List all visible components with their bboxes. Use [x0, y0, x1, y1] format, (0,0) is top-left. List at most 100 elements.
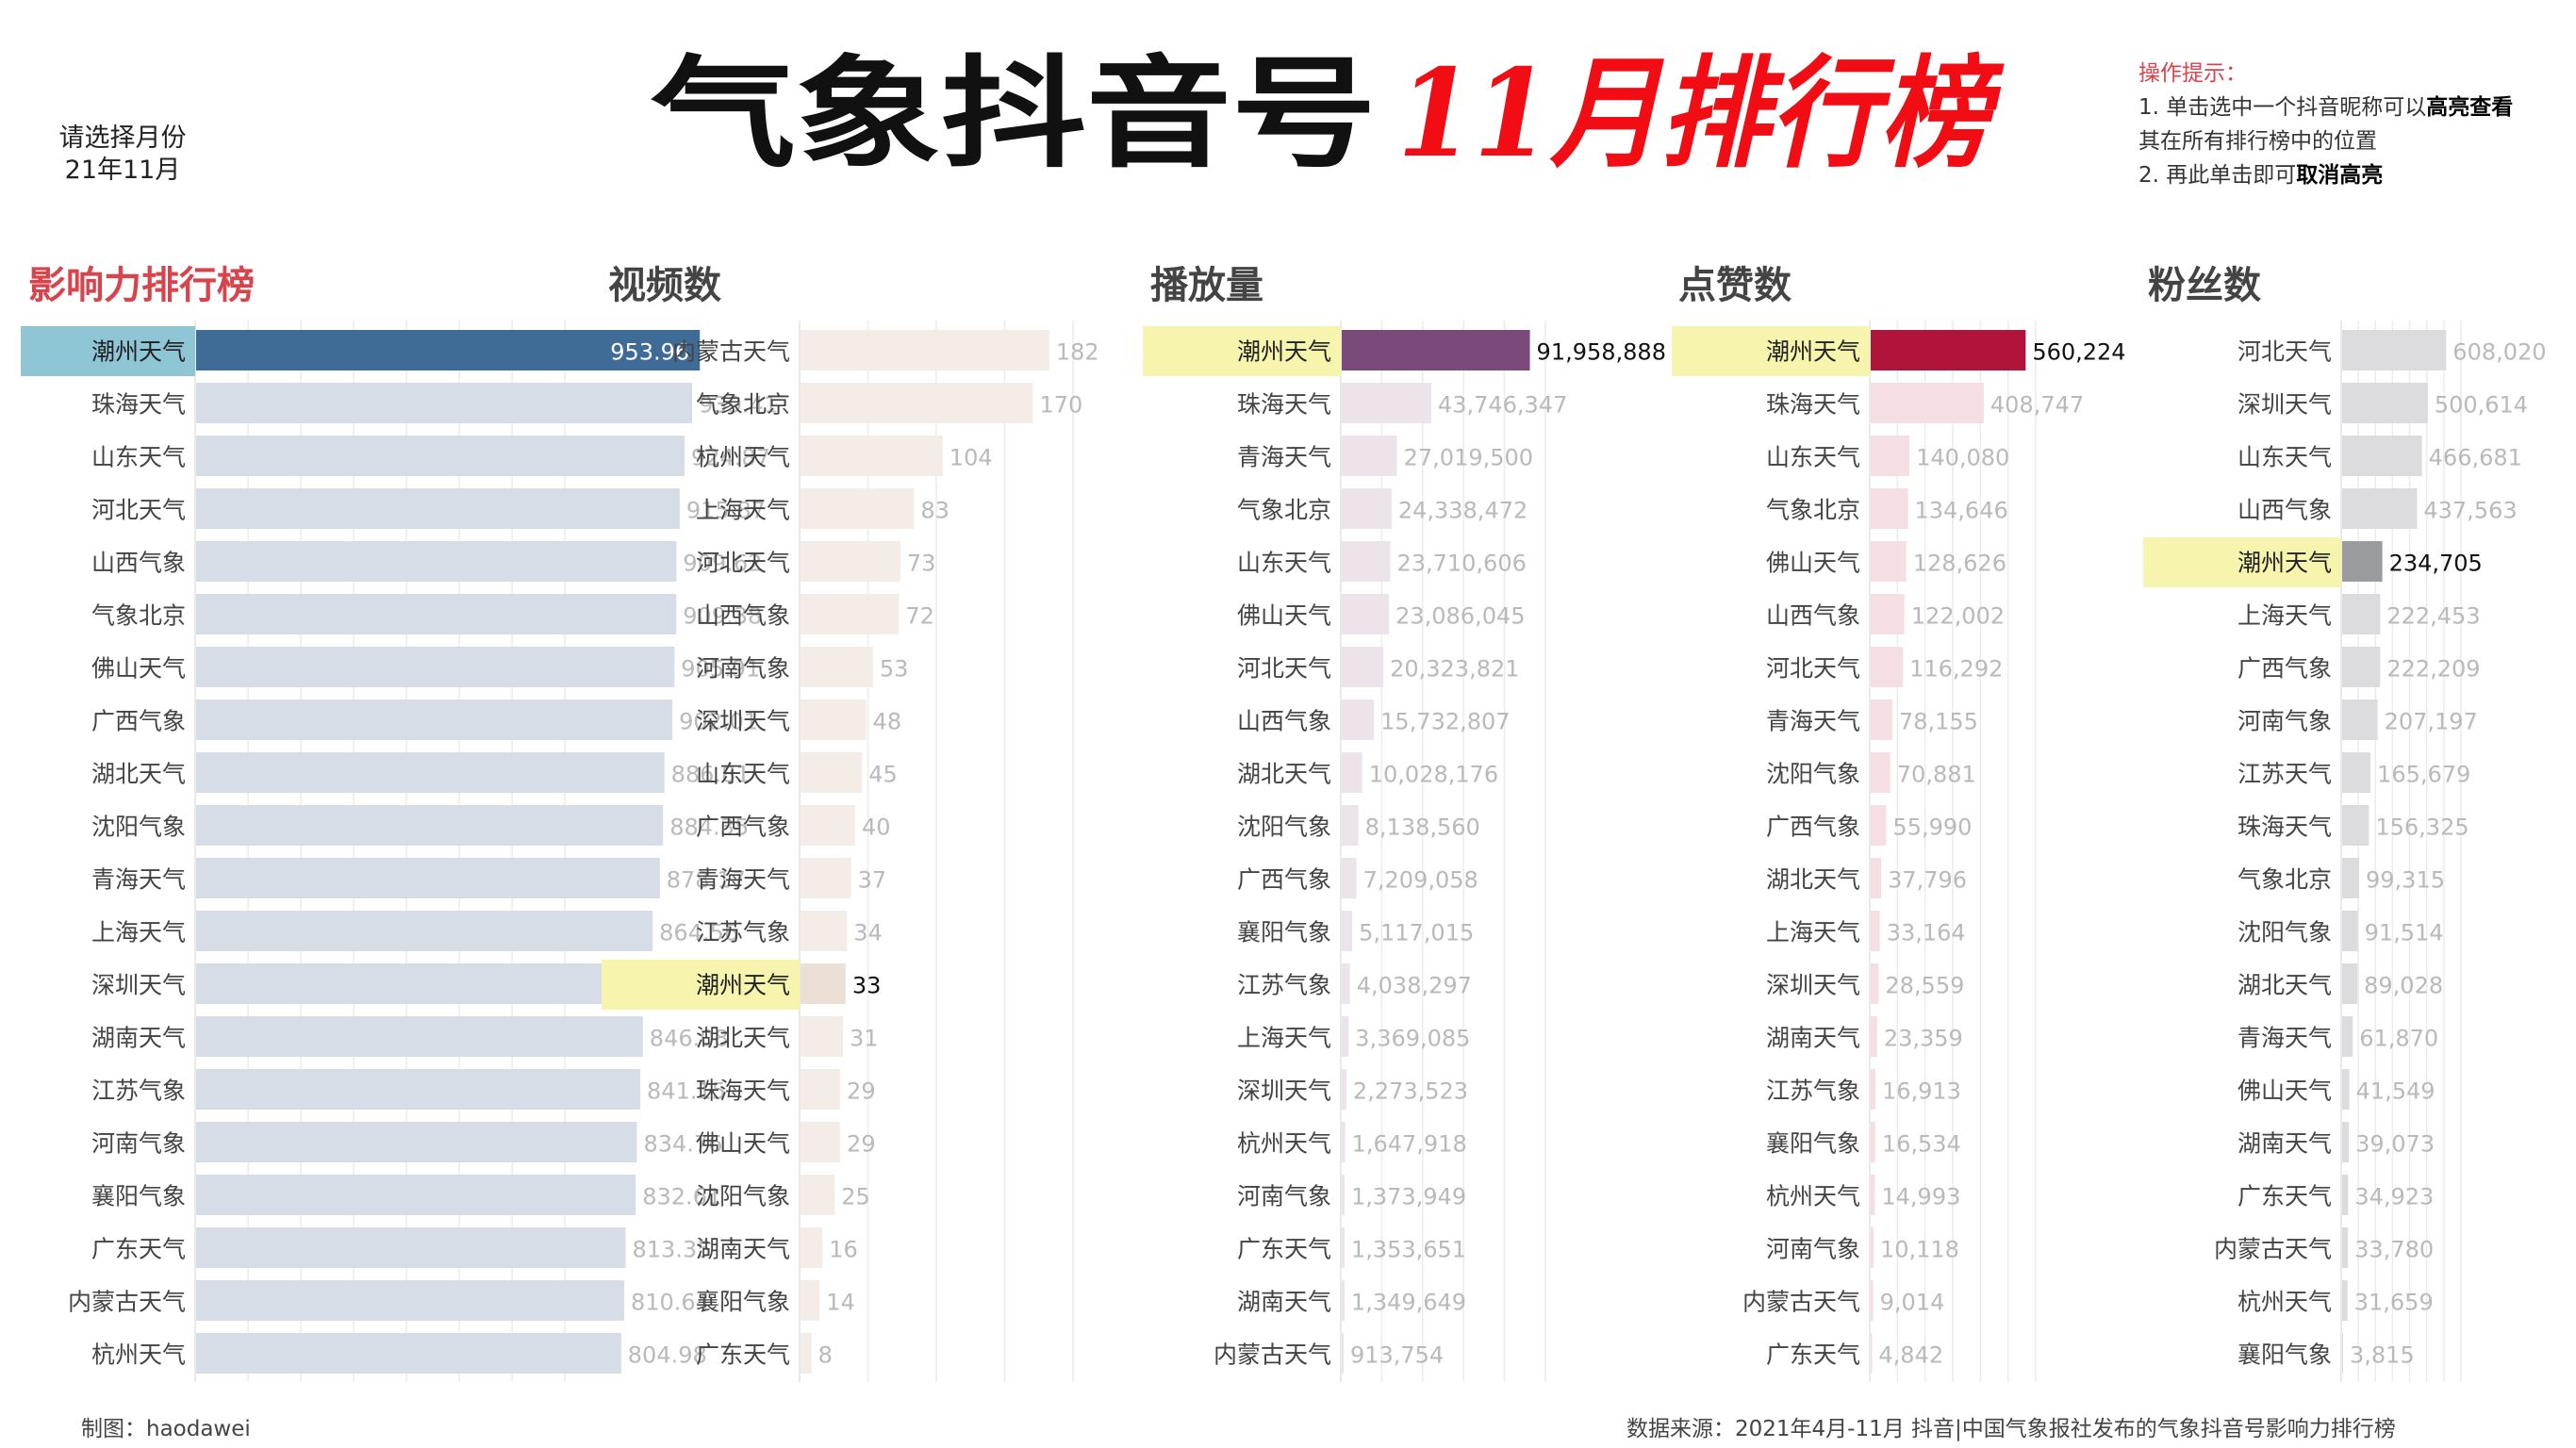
category-label[interactable]: 杭州天气	[91, 1341, 186, 1369]
category-label[interactable]: 上海天气	[2237, 602, 2332, 630]
bar[interactable]	[801, 594, 900, 634]
bar[interactable]	[2342, 488, 2418, 529]
bar[interactable]	[1342, 1175, 1345, 1215]
category-label[interactable]: 上海天气	[1766, 919, 1860, 946]
bar[interactable]	[196, 699, 673, 740]
category-label[interactable]: 湖南天气	[1237, 1289, 1331, 1316]
category-label[interactable]: 上海天气	[696, 497, 790, 524]
bar[interactable]	[1871, 1122, 1875, 1162]
category-label[interactable]: 沈阳气象	[1766, 761, 1860, 788]
category-label[interactable]: 江苏气象	[91, 1078, 186, 1105]
category-label[interactable]: 广西气象	[696, 814, 790, 841]
bar[interactable]	[1342, 594, 1390, 634]
bar[interactable]	[196, 1333, 621, 1374]
category-label[interactable]: 广东天气	[91, 1236, 186, 1263]
bar[interactable]	[2342, 594, 2381, 634]
bar[interactable]	[801, 699, 867, 740]
bar[interactable]	[196, 594, 677, 634]
category-label[interactable]: 深圳天气	[91, 972, 186, 999]
bar[interactable]	[2342, 752, 2371, 793]
category-label[interactable]: 襄阳气象	[91, 1183, 186, 1210]
bar[interactable]	[196, 488, 680, 529]
bar[interactable]	[801, 330, 1049, 370]
category-label[interactable]: 潮州天气	[2237, 550, 2332, 577]
bar[interactable]	[196, 330, 701, 370]
category-label[interactable]: 内蒙古天气	[68, 1289, 186, 1316]
category-label[interactable]: 杭州天气	[1237, 1130, 1331, 1158]
category-label[interactable]: 深圳天气	[2237, 391, 2332, 419]
category-label[interactable]: 广西气象	[2237, 655, 2332, 683]
category-label[interactable]: 江苏气象	[696, 919, 790, 946]
category-label[interactable]: 深圳天气	[1237, 1078, 1331, 1105]
category-label[interactable]: 襄阳气象	[696, 1289, 790, 1316]
bar[interactable]	[801, 488, 915, 529]
bar[interactable]	[801, 1122, 841, 1162]
bar[interactable]	[1871, 1175, 1875, 1215]
bar[interactable]	[1871, 488, 1908, 529]
bar[interactable]	[1871, 699, 1892, 740]
category-label[interactable]: 潮州天气	[696, 972, 790, 999]
category-label[interactable]: 气象北京	[1237, 497, 1331, 524]
category-label[interactable]: 广西气象	[1237, 866, 1331, 894]
category-label[interactable]: 湖北天气	[91, 761, 186, 788]
bar[interactable]	[801, 1069, 841, 1110]
category-label[interactable]: 珠海天气	[696, 1078, 790, 1105]
category-label[interactable]: 湖南天气	[1766, 1025, 1860, 1052]
bar[interactable]	[801, 858, 851, 898]
bar[interactable]	[801, 541, 900, 582]
category-label[interactable]: 珠海天气	[2237, 814, 2332, 841]
category-label[interactable]: 潮州天气	[91, 338, 186, 366]
bar[interactable]	[1342, 1069, 1346, 1110]
bar[interactable]	[2342, 541, 2383, 582]
bar[interactable]	[196, 541, 677, 582]
category-label[interactable]: 佛山天气	[1237, 602, 1331, 630]
category-label[interactable]: 襄阳气象	[1766, 1130, 1860, 1158]
bar[interactable]	[1871, 383, 1984, 423]
bar[interactable]	[1871, 1333, 1873, 1374]
bar[interactable]	[1342, 330, 1530, 370]
category-label[interactable]: 广西气象	[91, 708, 186, 735]
bar[interactable]	[196, 805, 664, 846]
category-label[interactable]: 广东天气	[1766, 1341, 1860, 1369]
bar[interactable]	[801, 963, 846, 1004]
category-label[interactable]: 杭州天气	[1766, 1183, 1860, 1210]
category-label[interactable]: 青海天气	[91, 866, 186, 894]
bar[interactable]	[196, 647, 675, 687]
bar[interactable]	[1342, 647, 1384, 687]
category-label[interactable]: 湖北天气	[2237, 972, 2332, 999]
category-label[interactable]: 湖南天气	[2237, 1130, 2332, 1158]
bar[interactable]	[801, 1280, 820, 1321]
bar[interactable]	[801, 805, 855, 846]
category-label[interactable]: 佛山天气	[2237, 1078, 2332, 1105]
bar[interactable]	[2342, 647, 2381, 687]
category-label[interactable]: 佛山天气	[696, 1130, 790, 1158]
bar[interactable]	[1871, 594, 1905, 634]
bar[interactable]	[1342, 911, 1353, 951]
bar[interactable]	[2342, 1227, 2349, 1268]
bar[interactable]	[1871, 963, 1879, 1004]
category-label[interactable]: 山西气象	[91, 550, 186, 577]
bar[interactable]	[1871, 541, 1907, 582]
bar[interactable]	[1342, 858, 1357, 898]
category-label[interactable]: 沈阳气象	[2237, 919, 2332, 946]
bar[interactable]	[2342, 1016, 2353, 1057]
bar[interactable]	[1871, 1227, 1874, 1268]
bar[interactable]	[801, 647, 873, 687]
category-label[interactable]: 河北天气	[1237, 655, 1331, 683]
category-label[interactable]: 山东天气	[91, 444, 186, 471]
bar[interactable]	[2342, 963, 2358, 1004]
bar[interactable]	[196, 1069, 641, 1110]
bar[interactable]	[196, 1122, 637, 1162]
bar[interactable]	[2342, 383, 2428, 423]
bar[interactable]	[801, 1175, 835, 1215]
category-label[interactable]: 青海天气	[1237, 444, 1331, 471]
bar[interactable]	[1342, 805, 1359, 846]
bar[interactable]	[196, 752, 665, 793]
bar[interactable]	[801, 1016, 843, 1057]
bar[interactable]	[196, 963, 646, 1004]
category-label[interactable]: 气象北京	[2237, 866, 2332, 894]
category-label[interactable]: 深圳天气	[696, 708, 790, 735]
bar[interactable]	[2342, 1175, 2349, 1215]
category-label[interactable]: 佛山天气	[91, 655, 186, 683]
category-label[interactable]: 山西气象	[1237, 708, 1331, 735]
